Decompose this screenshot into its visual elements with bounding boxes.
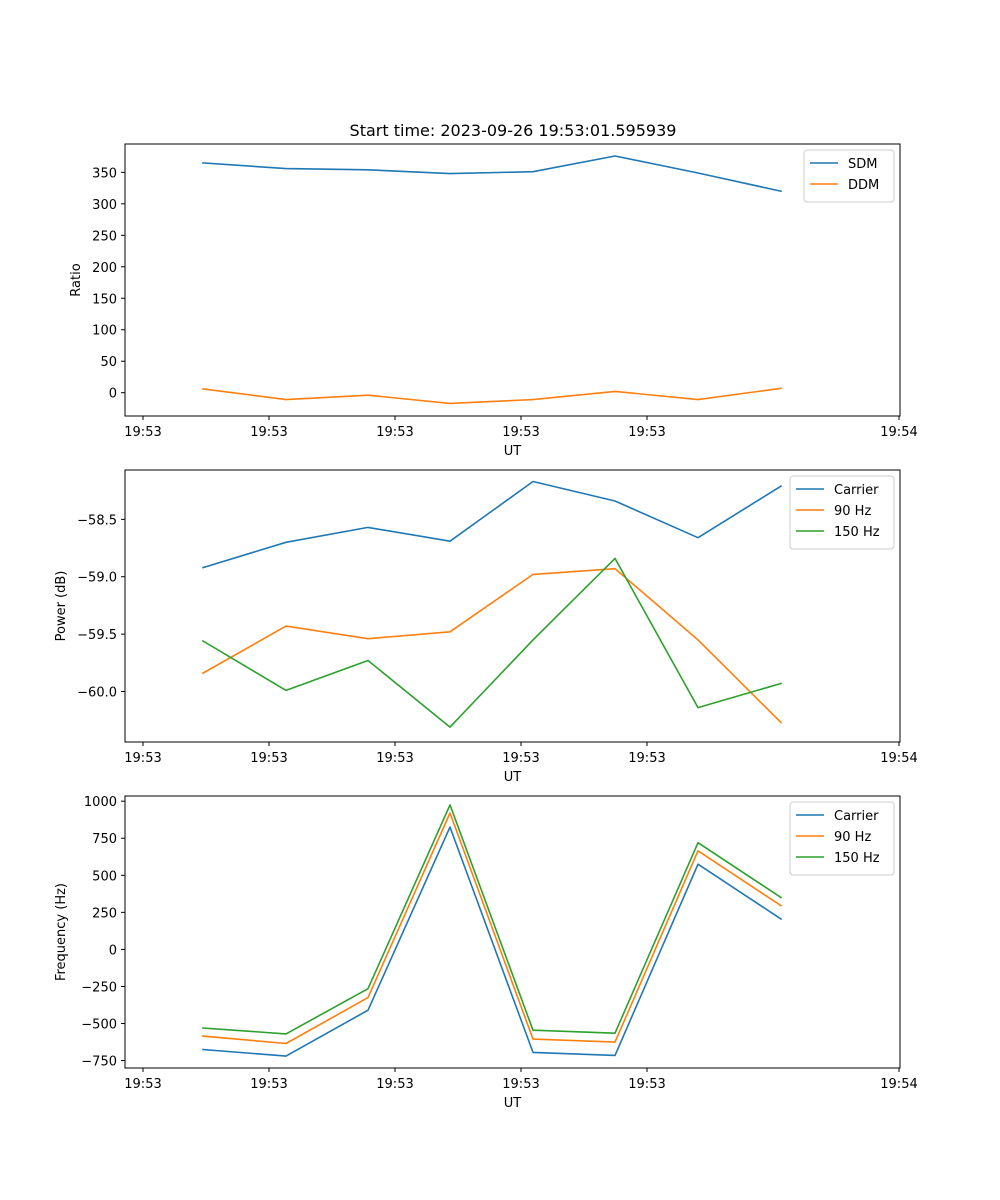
y-axis-label: Frequency (Hz): [54, 883, 69, 981]
series-line-sdm: [202, 155, 782, 193]
x-tick-label: 19:53: [628, 751, 665, 766]
y-tick-label: 300: [92, 198, 117, 213]
x-tick-label: 19:53: [376, 425, 413, 440]
x-tick-label: 19:53: [376, 1077, 413, 1092]
series-line-150-hz: [202, 804, 783, 1035]
y-tick-label: 150: [92, 292, 117, 307]
legend-label: 150 Hz: [834, 525, 880, 540]
y-tick-label: −58.5: [77, 513, 117, 528]
y-tick-label: −59.5: [77, 628, 117, 643]
x-tick-label: 19:53: [250, 425, 287, 440]
x-tick-label: 19:53: [124, 425, 161, 440]
x-tick-label: 19:53: [502, 425, 539, 440]
y-tick-label: 350: [92, 166, 117, 181]
x-tick-label: 19:54: [880, 751, 917, 766]
y-tick-label: −250: [81, 980, 117, 995]
x-tick-label: 19:53: [628, 1077, 665, 1092]
axes-frame: [124, 469, 901, 743]
y-tick-label: 1000: [84, 795, 117, 810]
y-tick-label: −59.0: [77, 571, 117, 586]
x-tick-label: 19:54: [880, 1077, 917, 1092]
series-line-carrier: [202, 480, 783, 569]
legend-label: Carrier: [834, 809, 879, 824]
x-tick-label: 19:53: [502, 751, 539, 766]
x-tick-label: 19:53: [250, 751, 287, 766]
x-tick-label: 19:53: [124, 1077, 161, 1092]
x-tick-label: 19:54: [880, 425, 917, 440]
y-tick-label: 500: [92, 869, 117, 884]
y-tick-label: 750: [92, 832, 117, 847]
subplot-frequency: 19:53 19:53 19:53 19:53 19:53 19:54 −750 −500 −2…: [54, 795, 918, 1111]
y-tick-label: 250: [92, 906, 117, 921]
y-axis-label: Power (dB): [54, 571, 69, 642]
series-line-carrier: [202, 826, 783, 1057]
legend-label: 90 Hz: [834, 830, 871, 845]
legend-label: 90 Hz: [834, 504, 871, 519]
x-axis-label: UT: [504, 770, 522, 785]
subplot-ratio: 19:53 19:53 19:53 19:53 19:53 19:54 0 50 100 150 2…: [69, 143, 918, 459]
axes-frame: [124, 795, 901, 1069]
legend-label: 150 Hz: [834, 851, 880, 866]
series-line-90-hz: [202, 812, 783, 1045]
x-tick-label: 19:53: [250, 1077, 287, 1092]
legend-label: Carrier: [834, 483, 879, 498]
x-axis-label: UT: [504, 444, 522, 459]
series-line-90-hz: [201, 567, 783, 724]
y-tick-label: 100: [92, 324, 117, 339]
figure-title: Start time: 2023-09-26 19:53:01.595939: [350, 121, 677, 140]
series-line-150-hz: [201, 557, 782, 728]
x-tick-label: 19:53: [376, 751, 413, 766]
y-tick-label: 200: [92, 261, 117, 276]
y-tick-label: −500: [81, 1018, 117, 1033]
x-tick-label: 19:53: [628, 425, 665, 440]
y-tick-label: 250: [92, 229, 117, 244]
y-tick-label: −60.0: [77, 686, 117, 701]
legend-label: DDM: [848, 178, 879, 193]
legend-label: SDM: [848, 157, 877, 172]
subplot-power: 19:53 19:53 19:53 19:53 19:53 19:54 −60.0 −59.5…: [54, 469, 918, 785]
x-axis-label: UT: [504, 1096, 522, 1111]
x-tick-label: 19:53: [124, 751, 161, 766]
y-tick-label: 0: [109, 387, 117, 402]
y-tick-label: 0: [109, 943, 117, 958]
y-tick-label: −750: [81, 1055, 117, 1070]
y-tick-label: 50: [100, 355, 117, 370]
series-line-ddm: [202, 387, 782, 405]
y-axis-label: Ratio: [69, 263, 84, 296]
axes-frame: [124, 143, 901, 417]
x-tick-label: 19:53: [502, 1077, 539, 1092]
